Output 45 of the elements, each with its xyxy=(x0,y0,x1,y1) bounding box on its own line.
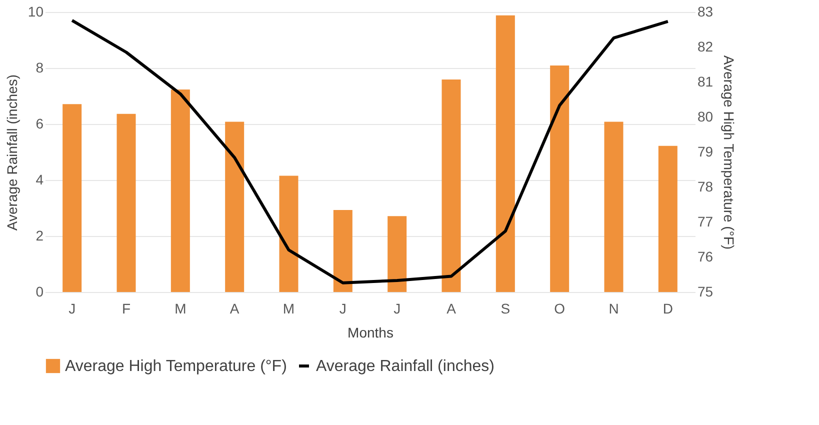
x-tick-label: M xyxy=(174,300,186,316)
x-tick-label: J xyxy=(68,300,76,316)
y2-tick-label: 81 xyxy=(698,74,714,90)
y-tick-label: 10 xyxy=(28,4,44,20)
bar xyxy=(496,15,515,292)
y-tick-label: 4 xyxy=(36,172,44,188)
x-tick-label: S xyxy=(500,300,510,316)
y2-tick-label: 76 xyxy=(698,248,714,264)
y-tick-label: 2 xyxy=(36,228,44,244)
y-tick-label: 8 xyxy=(36,60,44,76)
x-tick-label: J xyxy=(339,300,346,316)
y2-tick-label: 79 xyxy=(698,144,714,160)
bar xyxy=(550,65,570,292)
y2-tick-label: 80 xyxy=(698,108,714,124)
y2-tick-label: 75 xyxy=(698,284,714,300)
y2-axis-title: Average High Temperature (°F) xyxy=(721,55,738,250)
y2-tick-label: 82 xyxy=(698,38,714,54)
y-axis-title: Average Rainfall (inches) xyxy=(4,74,20,231)
x-axis-title: Months xyxy=(348,324,394,340)
x-tick-label: M xyxy=(282,300,295,316)
x-tick-label: F xyxy=(122,300,131,316)
y-tick-label: 0 xyxy=(36,284,44,300)
bar xyxy=(604,122,624,292)
bar xyxy=(116,114,136,292)
bar xyxy=(388,216,407,292)
bar xyxy=(62,104,82,292)
x-tick-label: A xyxy=(446,300,457,316)
y2-tick-label: 83 xyxy=(698,4,714,20)
legend-label: Average High Temperature (°F) xyxy=(65,358,287,375)
y-tick-label: 6 xyxy=(36,116,44,132)
bar xyxy=(333,210,352,292)
bar xyxy=(225,122,244,292)
bar xyxy=(442,79,461,292)
line-series xyxy=(70,18,670,284)
x-tick-label: J xyxy=(394,300,401,316)
legend-label: Average Rainfall (inches) xyxy=(316,358,494,375)
y2-tick-label: 78 xyxy=(698,178,714,194)
x-tick-label: D xyxy=(662,300,673,316)
bar xyxy=(658,146,678,292)
x-tick-label: A xyxy=(230,300,240,316)
y2-tick-label: 77 xyxy=(698,214,714,230)
x-tick-label: N xyxy=(608,300,619,316)
bar xyxy=(279,176,298,292)
bar xyxy=(170,90,190,292)
x-tick-label: O xyxy=(554,300,566,316)
